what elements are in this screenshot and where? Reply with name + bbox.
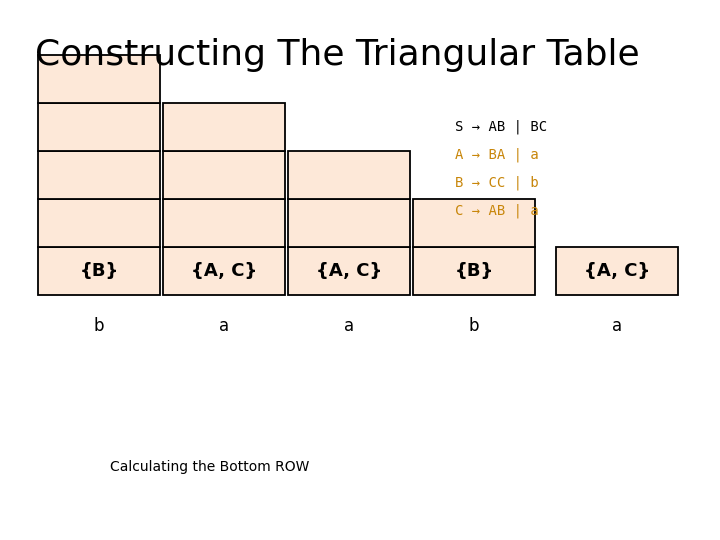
Bar bbox=[288, 247, 410, 295]
Text: a: a bbox=[344, 317, 354, 335]
Text: {A, C}: {A, C} bbox=[584, 262, 650, 280]
Bar bbox=[38, 151, 160, 199]
Bar bbox=[163, 151, 285, 199]
Bar bbox=[413, 199, 535, 247]
Text: {B}: {B} bbox=[454, 262, 494, 280]
Bar bbox=[556, 247, 678, 295]
Text: b: b bbox=[94, 317, 104, 335]
Text: a: a bbox=[612, 317, 622, 335]
Text: B → CC | b: B → CC | b bbox=[455, 176, 539, 191]
Text: {A, C}: {A, C} bbox=[191, 262, 257, 280]
Bar bbox=[163, 103, 285, 151]
Text: C → AB | a: C → AB | a bbox=[455, 204, 539, 219]
Bar bbox=[288, 151, 410, 199]
Text: {A, C}: {A, C} bbox=[316, 262, 382, 280]
Bar bbox=[163, 247, 285, 295]
Bar bbox=[38, 247, 160, 295]
Bar bbox=[38, 103, 160, 151]
Bar bbox=[288, 199, 410, 247]
Text: Calculating the Bottom ROW: Calculating the Bottom ROW bbox=[110, 460, 310, 474]
Bar bbox=[413, 247, 535, 295]
Bar bbox=[38, 199, 160, 247]
Text: a: a bbox=[219, 317, 229, 335]
Text: S → AB | BC: S → AB | BC bbox=[455, 120, 547, 134]
Text: b: b bbox=[469, 317, 480, 335]
Text: Constructing The Triangular Table: Constructing The Triangular Table bbox=[35, 38, 639, 72]
Bar bbox=[38, 55, 160, 103]
Text: A → BA | a: A → BA | a bbox=[455, 148, 539, 163]
Bar bbox=[163, 199, 285, 247]
Text: {B}: {B} bbox=[79, 262, 119, 280]
